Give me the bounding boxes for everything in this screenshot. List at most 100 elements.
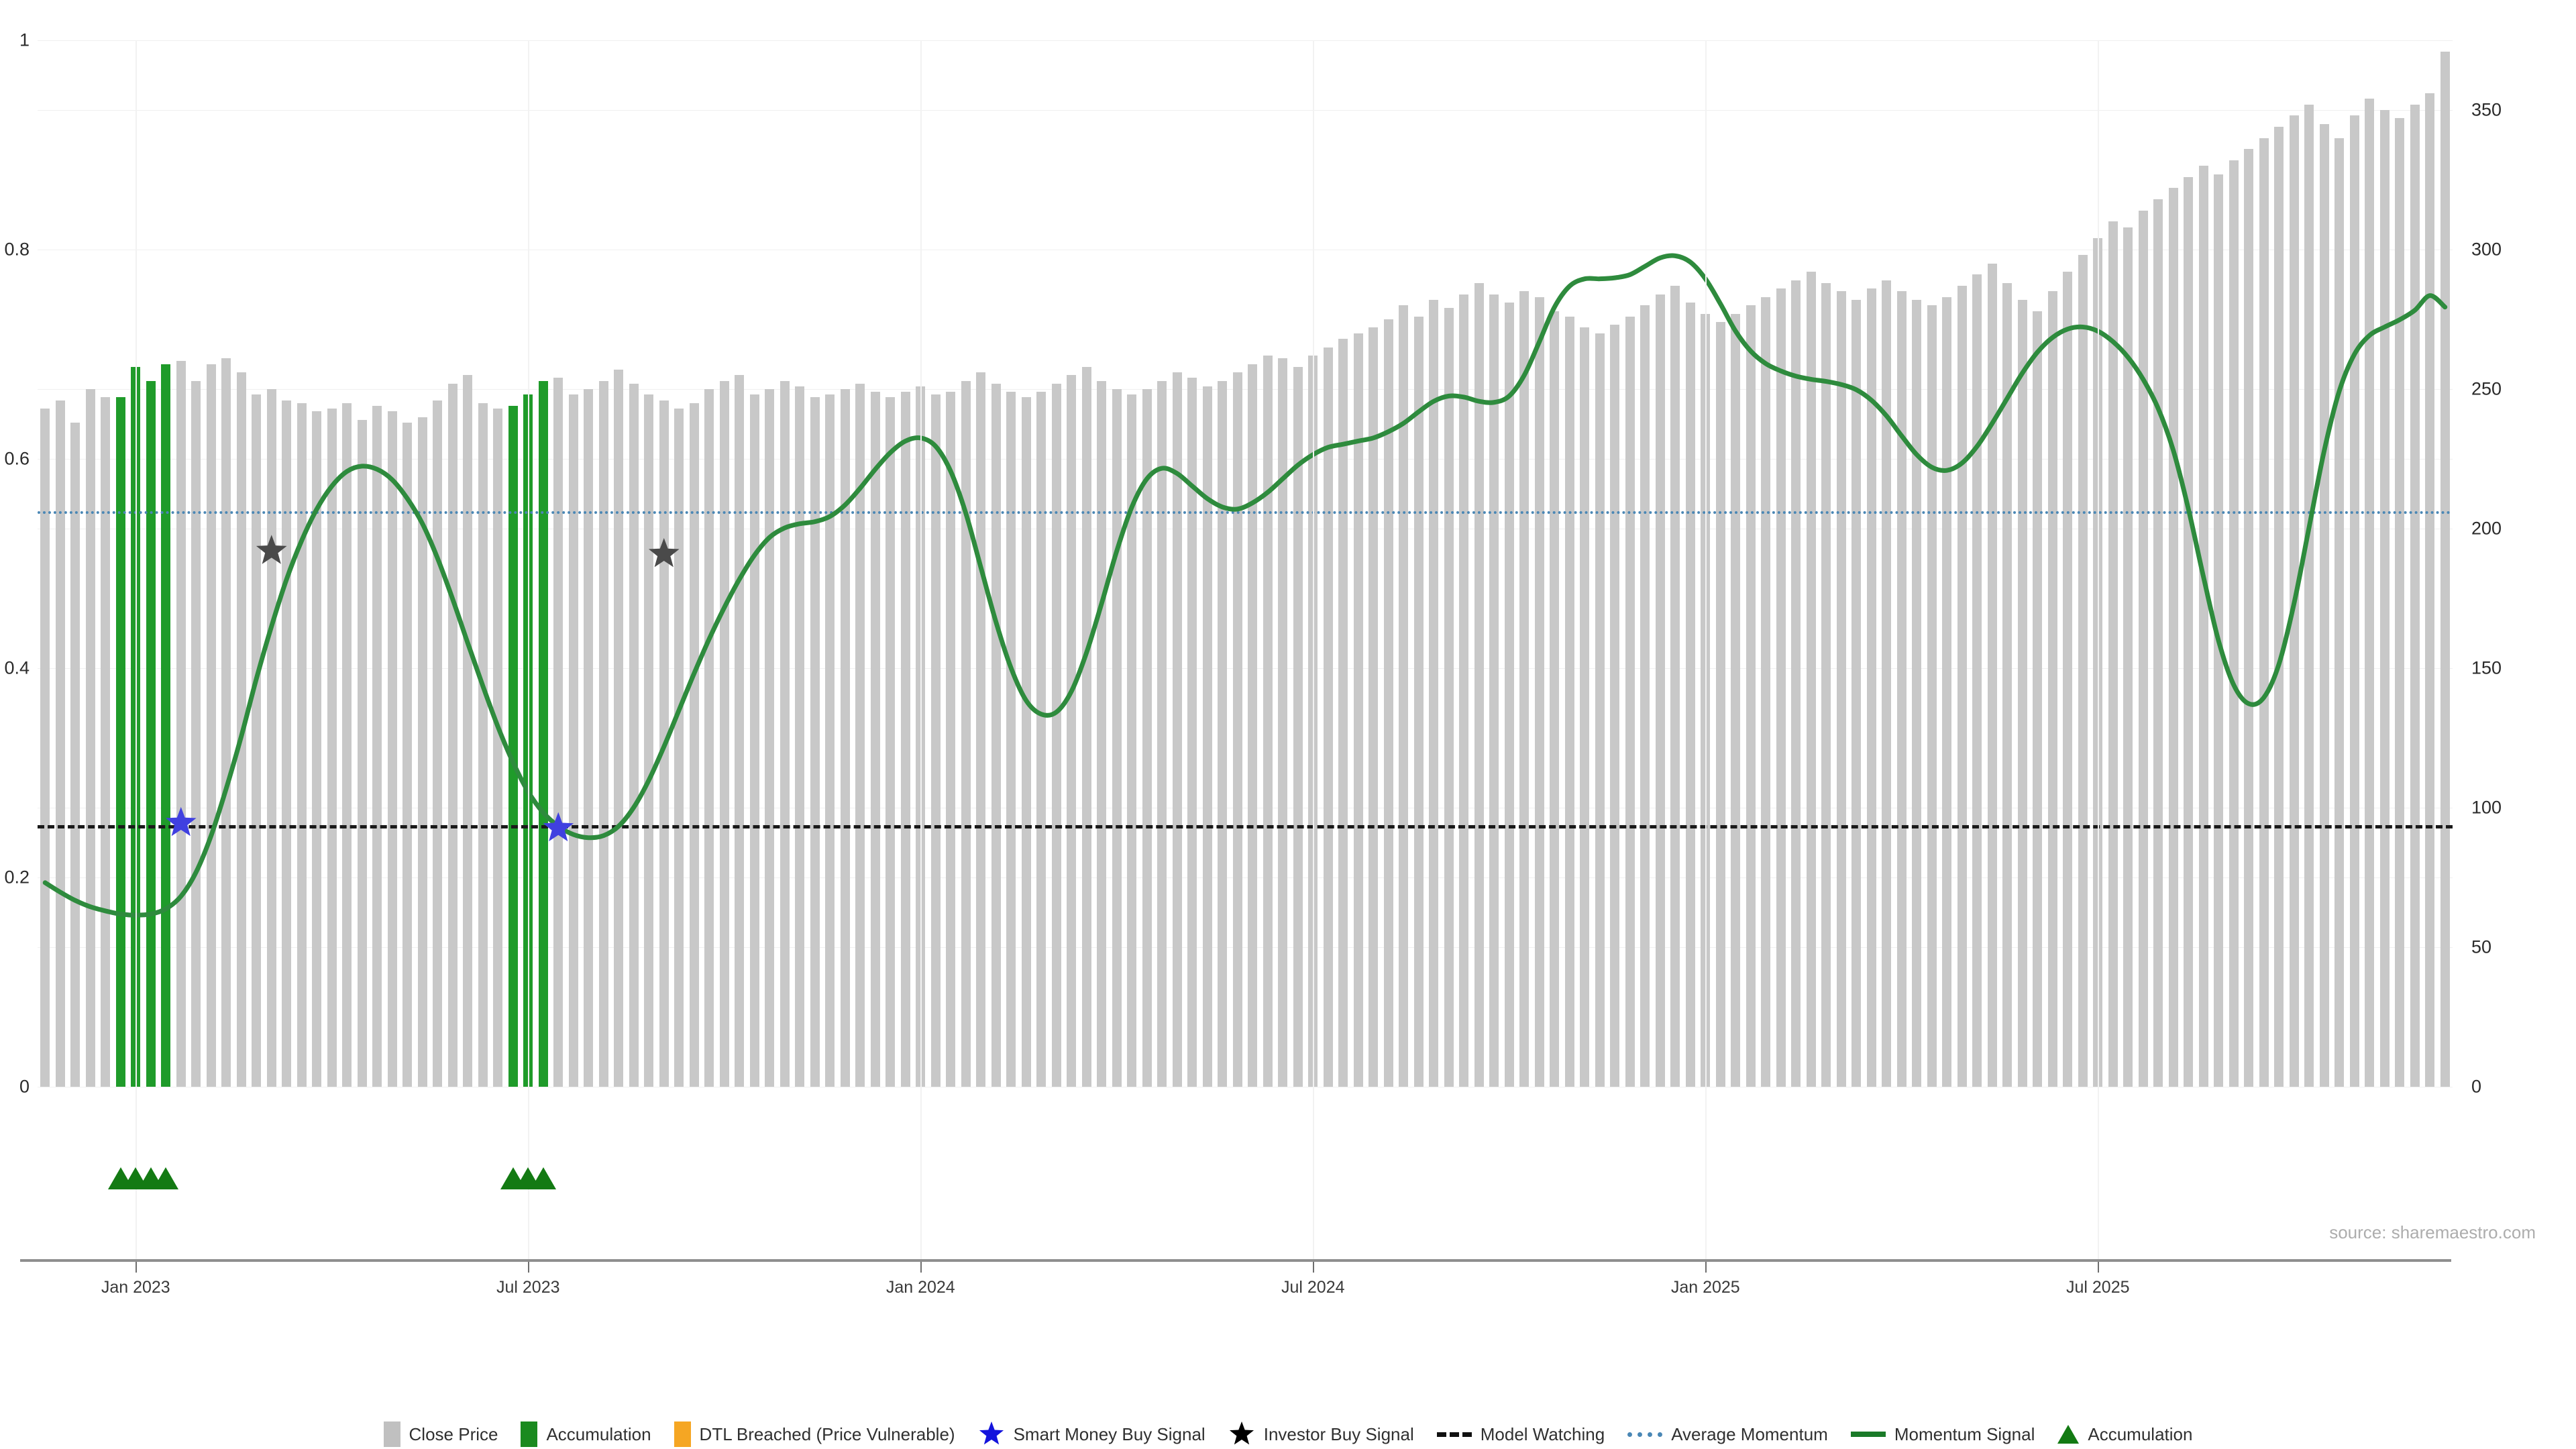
legend-swatch-rect [383, 1421, 400, 1447]
close-price-bar [991, 383, 1001, 1087]
close-price-bar [1821, 282, 1831, 1087]
close-price-bar [191, 380, 201, 1087]
close-price-bar [2198, 166, 2208, 1087]
close-price-bar [2108, 221, 2118, 1087]
close-price-bar [1323, 347, 1333, 1087]
gridline [38, 459, 2453, 460]
close-price-bar [1534, 297, 1544, 1087]
close-price-bar [2410, 104, 2420, 1087]
close-price-bar [840, 389, 850, 1087]
plot-area: 0 0.2 0.4 0.6 0.8 1 0 50 100 150 200 250 300 350 [4, 30, 2502, 1097]
y-axis-right-tick-label: 250 [2471, 378, 2502, 399]
legend-model-watching[interactable]: Model Watching [1436, 1424, 1605, 1445]
close-price-bar [312, 411, 322, 1087]
x-gridline [920, 40, 922, 1261]
close-price-bar [1172, 372, 1182, 1087]
close-price-bar [478, 402, 488, 1087]
close-price-bar [900, 392, 910, 1087]
close-price-bar [1987, 263, 1997, 1087]
close-price-bar [2047, 291, 2057, 1087]
close-price-bar [1701, 313, 1711, 1087]
close-price-bar [1519, 291, 1529, 1087]
close-price-bar [1776, 288, 1786, 1087]
gridline [38, 389, 2453, 390]
close-price-bar [417, 417, 427, 1087]
close-price-bar [1067, 375, 1077, 1087]
y-axis-right-tick-label: 50 [2471, 936, 2492, 957]
source-note: source: sharemaestro.com [2329, 1222, 2536, 1242]
close-price-bar [930, 394, 941, 1087]
x-axis-tick-mark [1705, 1262, 1707, 1273]
close-price-bar [2002, 282, 2012, 1087]
close-price-bar [357, 419, 367, 1087]
close-price-bar [2334, 138, 2345, 1087]
close-price-bar [719, 380, 729, 1087]
close-price-bar [1504, 303, 1514, 1087]
close-price-bar [176, 361, 186, 1087]
x-axis-tick-label: Jul 2023 [496, 1278, 560, 1297]
gridline [38, 668, 2453, 669]
accumulation-triangle-marker [153, 1167, 179, 1189]
y-axis-left-tick-label: 0 [19, 1076, 30, 1097]
close-price-bar [1746, 305, 1756, 1087]
close-price-bar [1670, 286, 1680, 1087]
legend-accumulation-marker[interactable]: Accumulation [2057, 1424, 2192, 1445]
close-price-bar [2093, 238, 2103, 1087]
close-price-bar [870, 392, 880, 1087]
close-price-bar [2017, 299, 2027, 1087]
close-price-bar [1564, 316, 1574, 1087]
x-gridline [528, 40, 530, 1261]
close-price-bar [221, 358, 231, 1087]
close-price-bar [1232, 372, 1242, 1087]
legend-average-momentum[interactable]: Average Momentum [1627, 1424, 1828, 1445]
accumulation-marker-strip [0, 1167, 2576, 1208]
close-price-bar [433, 400, 443, 1087]
accumulation-bar [146, 380, 156, 1087]
legend-investor-buy[interactable]: Investor Buy Signal [1228, 1421, 1414, 1448]
close-price-bar [1278, 358, 1288, 1087]
legend-item-label: Accumulation [546, 1424, 651, 1444]
y-axis-right-tick-label: 200 [2471, 518, 2502, 539]
close-price-bar [961, 380, 971, 1087]
close-price-bar [1081, 366, 1091, 1087]
legend-smart-money-buy[interactable]: Smart Money Buy Signal [978, 1421, 1205, 1448]
plot-inner [38, 40, 2453, 1087]
legend-accumulation-bar[interactable]: Accumulation [521, 1421, 651, 1447]
x-axis-tick-label: Jul 2024 [1281, 1278, 1345, 1297]
close-price-bar [40, 409, 50, 1087]
close-price-bar [1021, 397, 1031, 1087]
close-price-bar [1610, 325, 1620, 1087]
close-price-bar [2214, 174, 2224, 1087]
star-icon [979, 1421, 1004, 1445]
close-price-bar [1036, 392, 1046, 1087]
close-price-bar [2168, 188, 2178, 1087]
close-price-bar [553, 378, 564, 1087]
legend-item-label: Model Watching [1480, 1424, 1605, 1444]
legend-item-label: Smart Money Buy Signal [1013, 1424, 1205, 1444]
x-axis-tick-mark [920, 1262, 922, 1273]
legend-item-label: Close Price [409, 1424, 498, 1444]
close-price-bar [1972, 274, 1982, 1087]
close-price-bar [1836, 291, 1846, 1087]
close-price-bar [85, 389, 95, 1087]
close-price-bar [1957, 286, 1967, 1087]
close-price-bar [644, 394, 654, 1087]
close-price-bar [2153, 199, 2163, 1087]
close-price-bar [1489, 294, 1499, 1087]
legend-momentum-signal[interactable]: Momentum Signal [1850, 1424, 2035, 1445]
close-price-bar [1927, 305, 1937, 1087]
close-price-bar [1338, 339, 1348, 1087]
close-price-bar [297, 402, 307, 1087]
close-price-bar [387, 411, 397, 1087]
close-price-bar [55, 400, 65, 1087]
legend-dtl-breached[interactable]: DTL Breached (Price Vulnerable) [674, 1421, 955, 1447]
close-price-bar [1429, 299, 1439, 1087]
legend-close-price[interactable]: Close Price [383, 1421, 498, 1447]
close-price-bar [2319, 123, 2329, 1087]
gridline [38, 947, 2453, 948]
close-price-bar [1640, 305, 1650, 1087]
y-axis-right-tick-label: 350 [2471, 99, 2502, 120]
close-price-bar [1791, 280, 1801, 1087]
close-price-bar [704, 389, 714, 1087]
